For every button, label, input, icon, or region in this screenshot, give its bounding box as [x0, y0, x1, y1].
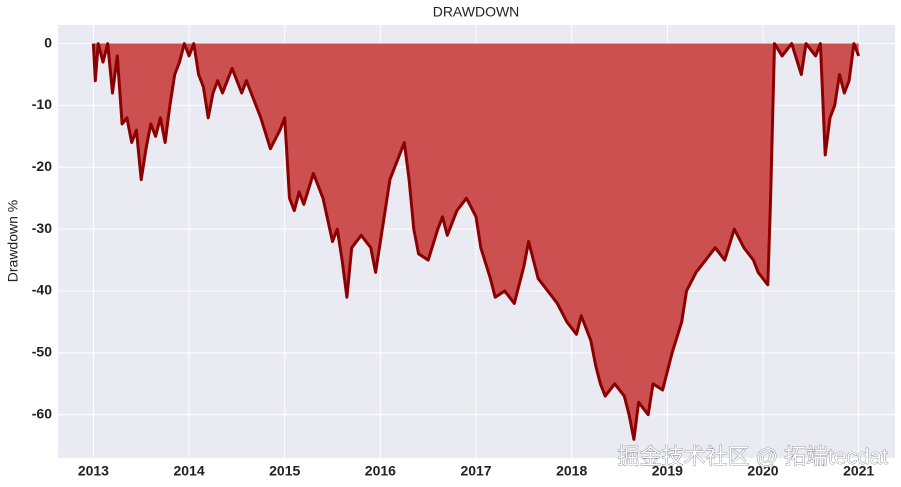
y-tick-label: -50	[32, 344, 52, 360]
x-tick-label: 2018	[556, 463, 587, 479]
y-tick-label: -20	[32, 158, 52, 174]
y-tick-label: 0	[44, 34, 52, 50]
chart-title: DRAWDOWN	[433, 4, 520, 20]
watermark: 掘金技术社区 @ 拓端tecdat	[618, 444, 889, 469]
x-tick-label: 2013	[78, 463, 109, 479]
x-tick-label: 2020	[747, 463, 778, 479]
x-tick-label: 2017	[460, 463, 491, 479]
x-tick-label: 2014	[173, 463, 204, 479]
x-tick-label: 2019	[652, 463, 683, 479]
y-tick-label: -60	[32, 405, 52, 421]
y-tick-label: -30	[32, 220, 52, 236]
y-tick-label: -10	[32, 96, 52, 112]
line	[91, 42, 861, 441]
x-tick-label: 2015	[269, 463, 300, 479]
y-tick-label: -40	[32, 282, 52, 298]
x-tick-label: 2016	[365, 463, 396, 479]
y-axis-label: Drawdown %	[5, 200, 21, 282]
x-tick-label: 2021	[843, 463, 874, 479]
area	[93, 43, 859, 440]
